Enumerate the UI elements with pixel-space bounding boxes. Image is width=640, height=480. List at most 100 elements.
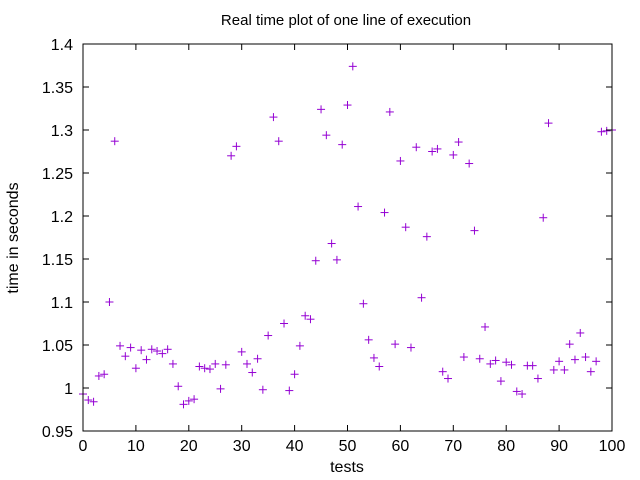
data-point xyxy=(116,341,125,350)
data-point xyxy=(433,144,442,153)
x-tick-label: 100 xyxy=(599,438,626,455)
data-point xyxy=(581,353,590,362)
chart-title: Real time plot of one line of execution xyxy=(221,12,471,29)
data-point xyxy=(560,365,569,374)
data-point xyxy=(422,232,431,241)
data-point xyxy=(190,395,199,404)
y-tick-label: 1.25 xyxy=(42,166,73,183)
data-point xyxy=(137,346,146,355)
data-point xyxy=(153,347,162,356)
data-point xyxy=(602,126,611,135)
y-tick-label: 1.35 xyxy=(42,80,73,97)
x-tick-label: 10 xyxy=(127,438,145,455)
data-point xyxy=(332,255,341,264)
data-point xyxy=(269,113,278,122)
data-point xyxy=(327,239,336,248)
data-point xyxy=(232,142,241,151)
data-point xyxy=(481,322,490,331)
data-point xyxy=(195,362,204,371)
data-point xyxy=(555,357,564,366)
data-point xyxy=(459,353,468,362)
data-point xyxy=(317,105,326,114)
data-point xyxy=(237,347,246,356)
data-point xyxy=(428,147,437,156)
data-point xyxy=(533,374,542,383)
data-point xyxy=(242,359,251,368)
data-point xyxy=(444,374,453,383)
data-point xyxy=(486,359,495,368)
data-point xyxy=(438,367,447,376)
data-point xyxy=(592,357,601,366)
data-point xyxy=(539,213,548,222)
x-tick-label: 30 xyxy=(233,438,251,455)
data-point xyxy=(274,137,283,146)
data-point xyxy=(412,143,421,152)
data-point xyxy=(280,319,289,328)
data-point xyxy=(301,311,310,320)
y-tick-label: 1.3 xyxy=(51,123,73,140)
y-tick-label: 1.2 xyxy=(51,209,73,226)
data-point xyxy=(174,382,183,391)
x-tick-label: 50 xyxy=(339,438,357,455)
data-point xyxy=(343,101,352,110)
data-point xyxy=(369,353,378,362)
x-tick-label: 0 xyxy=(79,438,88,455)
data-point xyxy=(391,340,400,349)
data-point xyxy=(163,345,172,354)
data-point xyxy=(131,364,140,373)
data-point xyxy=(147,345,156,354)
data-point xyxy=(126,343,135,352)
y-tick-label: 1 xyxy=(64,381,73,398)
data-point xyxy=(380,208,389,217)
data-point xyxy=(406,343,415,352)
data-point xyxy=(475,354,484,363)
data-point xyxy=(311,256,320,265)
data-point xyxy=(454,138,463,147)
x-tick-label: 70 xyxy=(444,438,462,455)
data-point xyxy=(105,298,114,306)
y-axis-title: time in seconds xyxy=(5,182,22,293)
data-point xyxy=(359,299,368,308)
data-point xyxy=(205,365,214,374)
data-point xyxy=(100,370,109,379)
data-point xyxy=(528,361,537,370)
data-point xyxy=(364,335,373,344)
data-point xyxy=(385,107,394,116)
data-point xyxy=(253,354,262,363)
data-point xyxy=(158,349,167,358)
y-tick-label: 1.1 xyxy=(51,295,73,312)
data-point xyxy=(417,293,426,302)
data-point xyxy=(396,156,405,165)
data-point xyxy=(84,396,93,405)
data-point xyxy=(179,400,188,409)
data-point xyxy=(168,359,177,368)
data-point xyxy=(211,359,220,368)
data-point xyxy=(264,331,273,340)
data-point xyxy=(295,341,304,350)
data-point xyxy=(121,352,130,361)
data-point xyxy=(227,151,236,160)
data-point xyxy=(512,387,521,396)
data-point xyxy=(216,384,225,393)
data-point xyxy=(184,396,193,405)
plot-points xyxy=(79,62,616,409)
data-point xyxy=(221,360,230,369)
data-point xyxy=(565,340,574,349)
data-point xyxy=(200,364,209,373)
data-point xyxy=(544,119,553,128)
data-point xyxy=(597,127,606,136)
data-point xyxy=(348,62,357,71)
y-tick-label: 1.4 xyxy=(51,37,73,54)
data-point xyxy=(502,358,511,367)
x-tick-label: 80 xyxy=(497,438,515,455)
x-tick-label: 90 xyxy=(550,438,568,455)
data-point xyxy=(375,362,384,371)
data-point xyxy=(110,137,119,146)
x-tick-label: 40 xyxy=(286,438,304,455)
data-point xyxy=(285,386,294,395)
data-point xyxy=(491,356,500,365)
y-tick-label: 1.15 xyxy=(42,252,73,269)
data-point xyxy=(322,131,331,140)
y-axis: 0.95 1 1.05 1.1 1.15 1.2 1.25 1.3 1.35 1.4 xyxy=(42,37,612,441)
